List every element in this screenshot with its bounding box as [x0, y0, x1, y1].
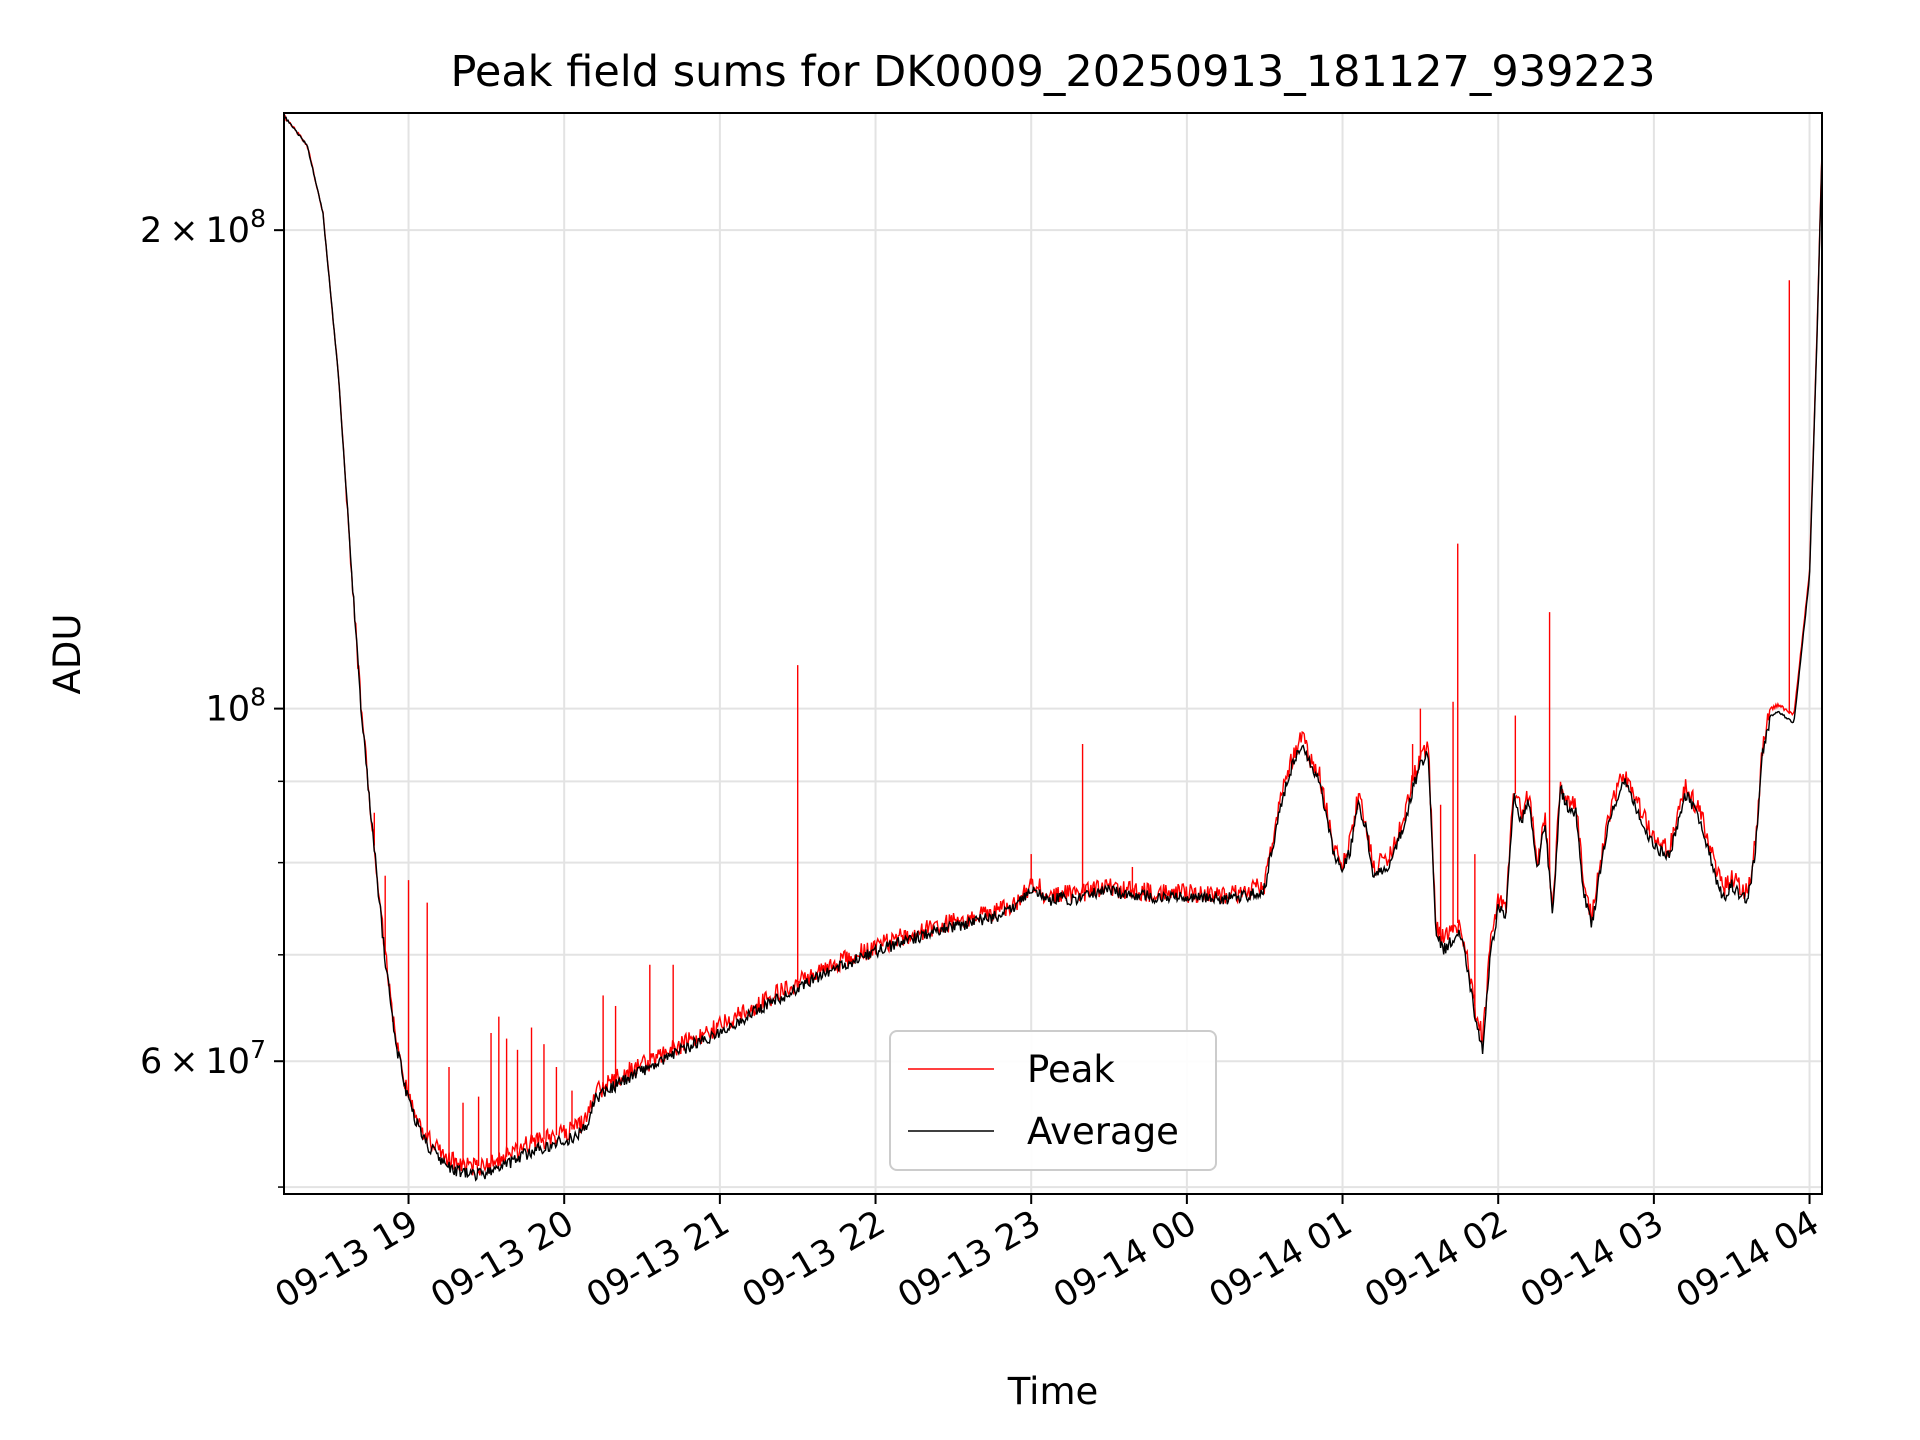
y-tick-label: 2 × 108: [140, 204, 266, 251]
plot-area: [283, 113, 1823, 1182]
chart-title: Peak field sums for DK0009_20250913_1811…: [450, 47, 1655, 97]
y-axis-label: ADU: [46, 614, 89, 695]
y-tick-label-base: 6 × 10: [140, 1042, 250, 1082]
legend-label-peak: Peak: [1027, 1048, 1115, 1091]
legend: Peak Average: [889, 1030, 1217, 1171]
series-peak-line: [283, 113, 1823, 1176]
axes-frame: [283, 112, 1823, 1195]
y-tick-label-exponent: 7: [250, 1035, 266, 1064]
y-tick-label-base: 2 × 10: [140, 211, 250, 251]
legend-label-average: Average: [1027, 1110, 1179, 1153]
series-average-line: [283, 114, 1823, 1182]
y-tick-label-base: 10: [206, 690, 251, 730]
y-tick-label: 6 × 107: [140, 1035, 266, 1082]
y-tick-label-exponent: 8: [250, 683, 266, 712]
legend-box: [889, 1030, 1217, 1171]
x-axis-label: Time: [1007, 1370, 1099, 1413]
y-tick-label-exponent: 8: [250, 204, 266, 233]
y-tick-label: 108: [206, 683, 266, 730]
